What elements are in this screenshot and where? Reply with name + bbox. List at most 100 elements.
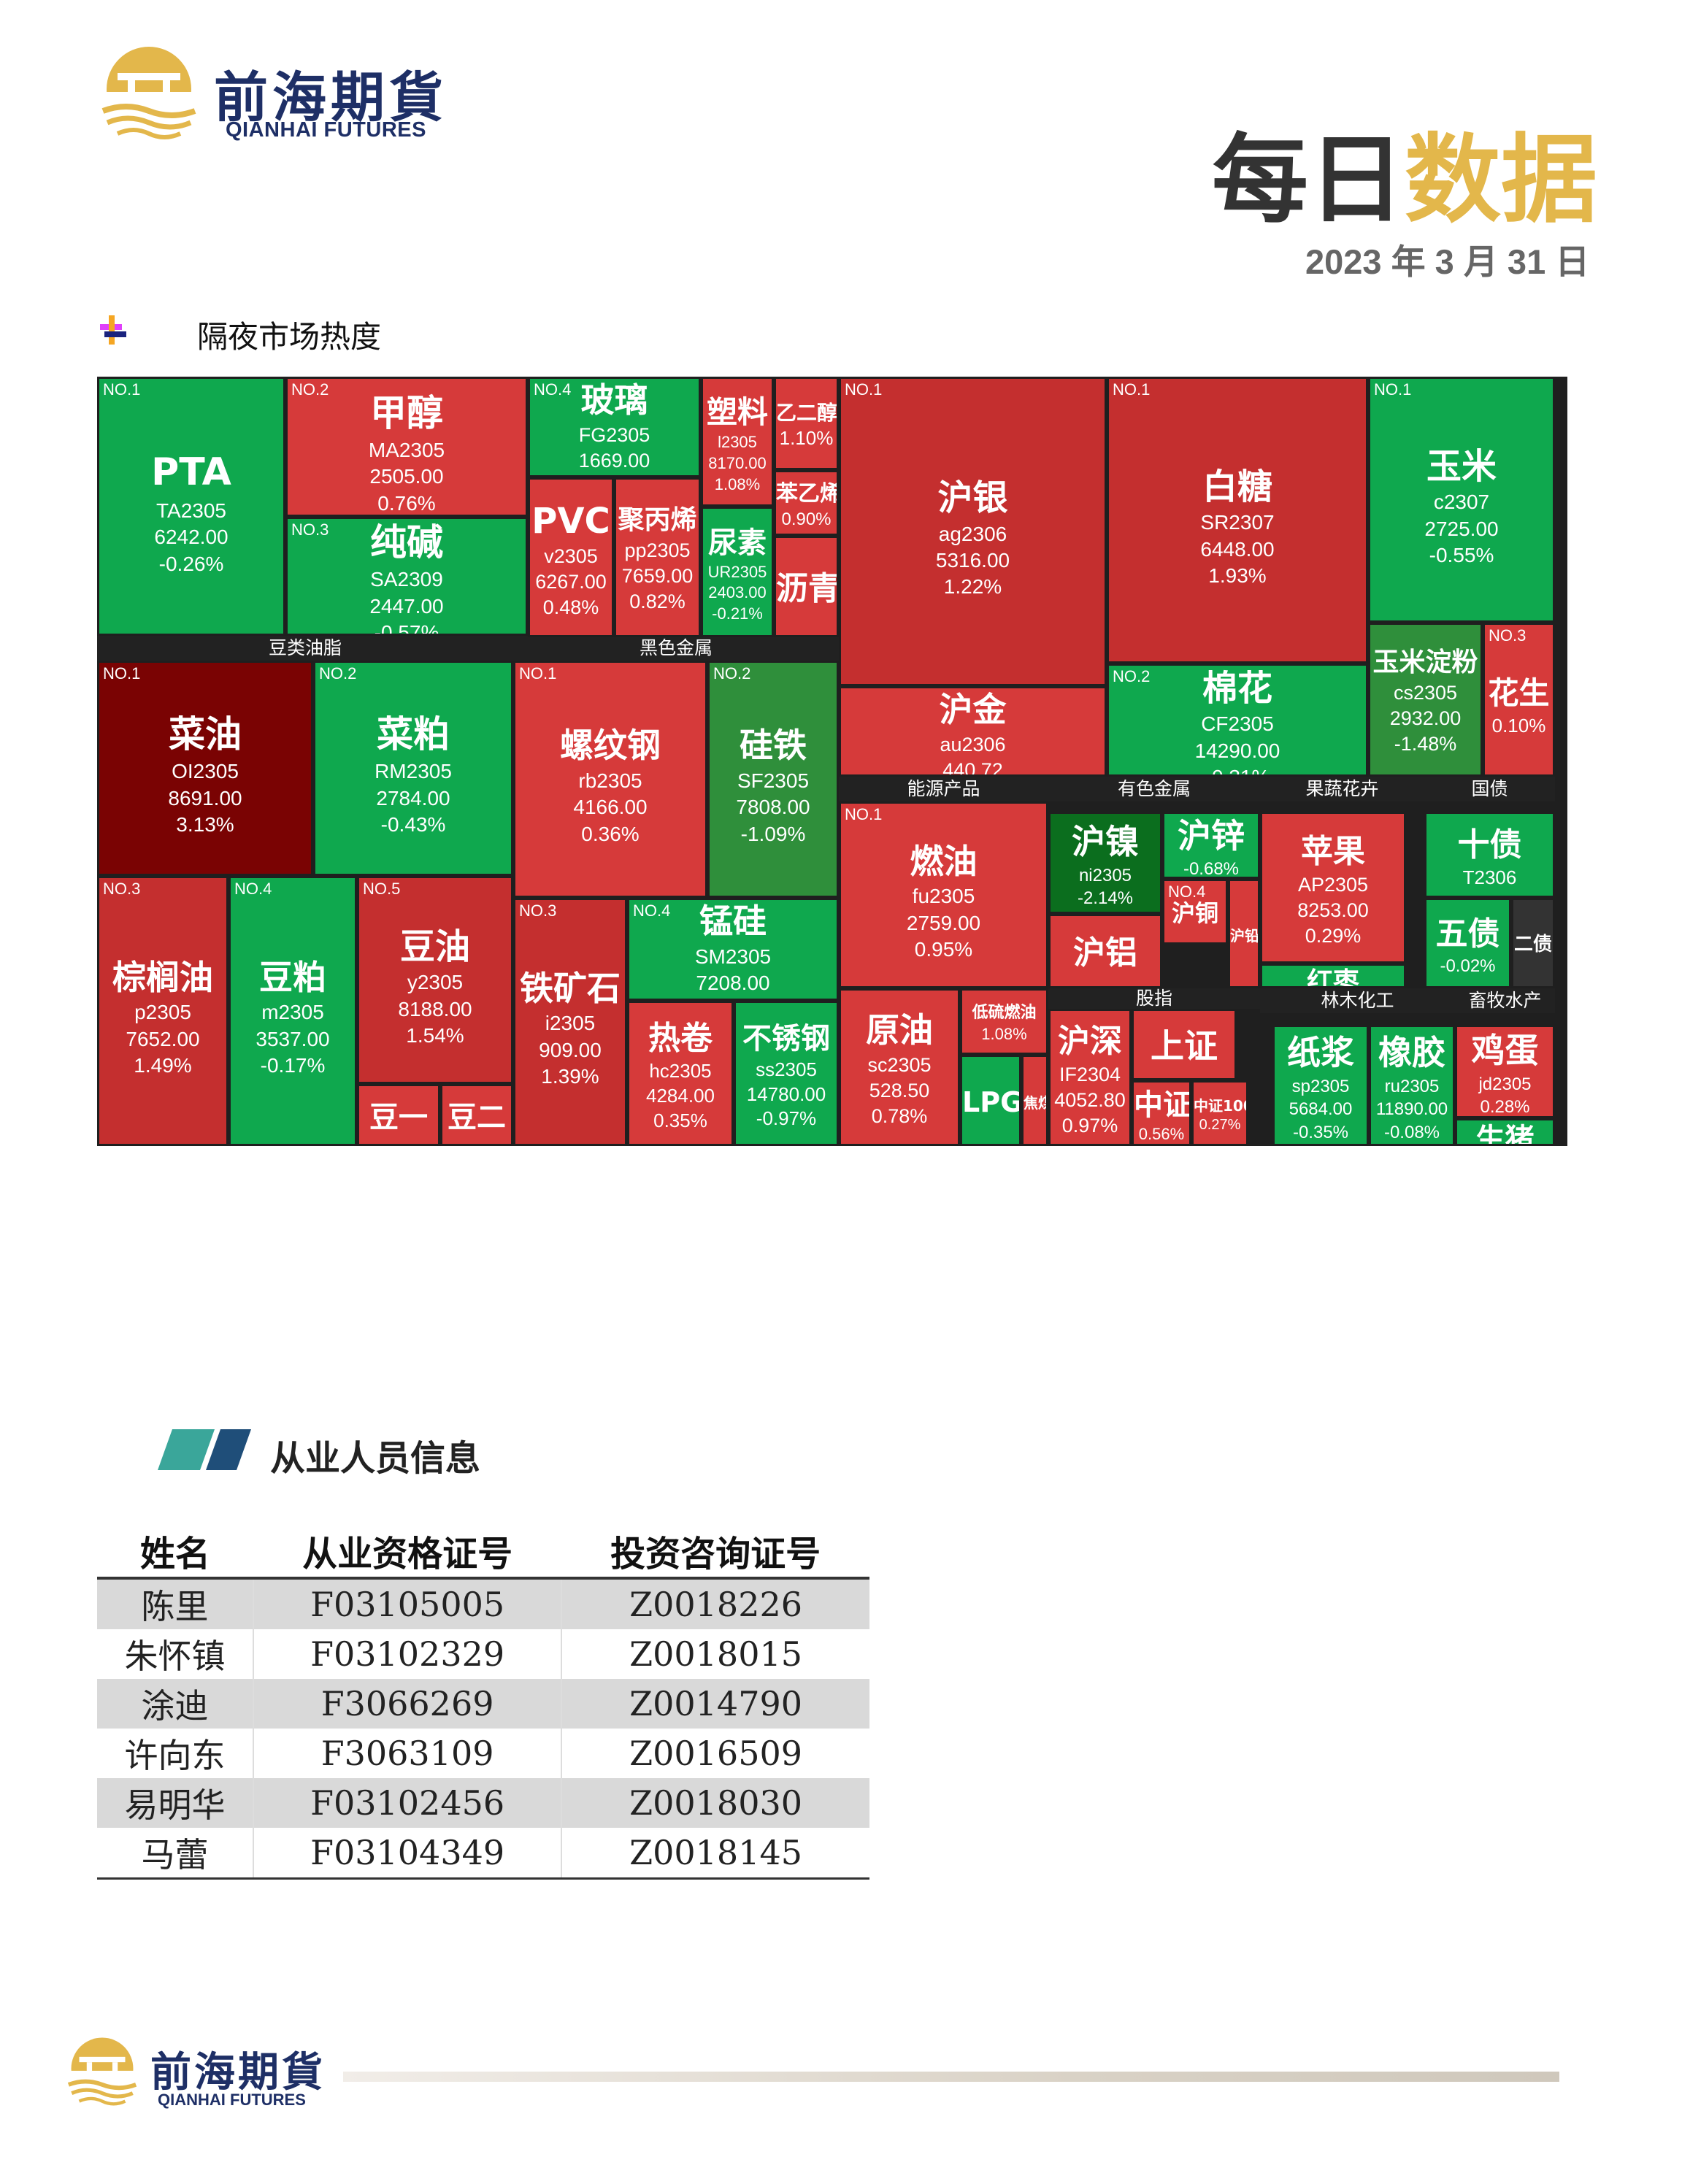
heatmap-tile-jd[interactable]: 鸡蛋 jd2305 0.28% bbox=[1455, 1025, 1555, 1118]
staff-name: 易明华 bbox=[97, 1778, 255, 1828]
col-header-qualification: 从业资格证号 bbox=[253, 1524, 562, 1580]
tile-price: 6448.00 bbox=[1200, 537, 1275, 561]
tile-name: 沪镍 bbox=[1072, 821, 1139, 861]
heatmap-tile-a[interactable]: 豆一 bbox=[357, 1084, 440, 1146]
heatmap-tile-jm[interactable]: 焦煤 bbox=[1021, 1055, 1048, 1146]
tile-pct: -0.26% bbox=[158, 552, 224, 575]
tile-pct: 1.22% bbox=[943, 575, 1002, 599]
heatmap-tile-alu[interactable]: 沪铝 bbox=[1048, 914, 1162, 988]
heatmap-tile-cj[interactable]: 红枣 bbox=[1260, 964, 1406, 988]
tile-price: 2725.00 bbox=[1424, 517, 1499, 540]
heatmap-tile-pb[interactable]: 沪铅 bbox=[1228, 879, 1260, 988]
heatmap-tile-sr[interactable]: NO.1 白糖 SR2307 6448.00 1.93% bbox=[1107, 377, 1368, 664]
heatmap-tile-cu[interactable]: NO.4 沪铜 bbox=[1162, 879, 1228, 945]
heatmap-tile-rb[interactable]: NO.1 螺纹钢 rb2305 4166.00 0.36% bbox=[513, 661, 707, 898]
tile-pct: -0.97% bbox=[756, 1107, 817, 1130]
tile-name: 生猪 bbox=[1475, 1123, 1535, 1146]
heatmap-tile-zn[interactable]: 沪锌 -0.68% bbox=[1162, 812, 1260, 879]
heatmap-tile-pp[interactable]: 聚丙烯 pp2305 7659.00 0.82% bbox=[614, 477, 701, 637]
tile-code: v2305 bbox=[544, 545, 598, 568]
table-row: 涂迪 F3066269 Z0014790 bbox=[97, 1679, 869, 1729]
heatmap-tile-tf[interactable]: 五债 -0.02% bbox=[1424, 898, 1511, 988]
heatmap-tile-ap[interactable]: 苹果 AP2305 8253.00 0.29% bbox=[1260, 812, 1406, 964]
tile-name: 橡胶 bbox=[1378, 1033, 1445, 1073]
tile-rank: NO.2 bbox=[319, 664, 357, 682]
heatmap-tile-cf[interactable]: NO.2 棉花 CF2305 14290.00 -0.31% bbox=[1107, 664, 1368, 777]
tile-name: 苯乙烯 bbox=[776, 480, 839, 507]
heatmap-tile-pk[interactable]: NO.3 花生 0.10% bbox=[1483, 623, 1555, 777]
heatmap-tile-ru[interactable]: 橡胶 ru2305 11890.00 -0.08% bbox=[1369, 1025, 1455, 1146]
heatmap-tile-ih[interactable]: 上证 bbox=[1132, 1009, 1237, 1080]
heatmap-tile-ag[interactable]: NO.1 沪银 ag2306 5316.00 1.22% bbox=[839, 377, 1107, 686]
heatmap-tile-if[interactable]: 沪深 IF2304 4052.80 0.97% bbox=[1048, 1009, 1132, 1146]
heatmap-tile-cs[interactable]: 玉米淀粉 cs2305 2932.00 -1.48% bbox=[1368, 623, 1483, 777]
report-title-part2: 数据 bbox=[1405, 124, 1597, 237]
heatmap-tile-lh[interactable]: 生猪 bbox=[1455, 1118, 1555, 1146]
heatmap-tile-ma[interactable]: NO.2 甲醇 MA2305 2505.00 0.76% bbox=[285, 377, 528, 517]
tile-name: 花生 bbox=[1488, 675, 1550, 712]
tile-code: T2306 bbox=[1462, 866, 1517, 888]
tile-code: ag2306 bbox=[938, 522, 1007, 545]
heatmap-tile-bu[interactable]: 沥青 bbox=[774, 536, 839, 637]
heatmap-tile-eb[interactable]: 苯乙烯 0.90% bbox=[774, 470, 839, 536]
heatmap-tile-v[interactable]: PVC v2305 6267.00 0.48% bbox=[528, 477, 614, 637]
tile-price: 14780.00 bbox=[746, 1083, 826, 1105]
tile-rank: NO.3 bbox=[103, 880, 141, 898]
heatmap-tile-sp[interactable]: 纸浆 sp2305 5684.00 -0.35% bbox=[1272, 1025, 1369, 1146]
heatmap-tile-y[interactable]: NO.5 豆油 y2305 8188.00 1.54% bbox=[357, 876, 513, 1084]
tile-name: 锰硅 bbox=[699, 901, 767, 941]
heatmap-tile-eg[interactable]: 乙二醇 1.10% bbox=[774, 377, 839, 470]
sector-header-nonferrous: 有色金属 bbox=[1048, 777, 1260, 801]
heatmap-tile-ic[interactable]: 中证 0.56% bbox=[1132, 1080, 1191, 1146]
tile-name: 不锈钢 bbox=[742, 1021, 830, 1056]
tile-pct: 0.27% bbox=[1199, 1117, 1241, 1133]
tile-name: 沪深 bbox=[1058, 1022, 1122, 1060]
heatmap-tile-fu[interactable]: NO.1 燃油 fu2305 2759.00 0.95% bbox=[839, 801, 1048, 988]
tile-price: 7659.00 bbox=[621, 565, 694, 588]
heatmap-tile-b[interactable]: 豆二 bbox=[440, 1084, 513, 1146]
tile-name: 玉米 bbox=[1426, 445, 1497, 487]
heatmap-tile-sf[interactable]: NO.2 硅铁 SF2305 7808.00 -1.09% bbox=[707, 661, 839, 898]
staff-qualification-no: F3063109 bbox=[253, 1729, 563, 1778]
heatmap-tile-c[interactable]: NO.1 玉米 c2307 2725.00 -0.55% bbox=[1368, 377, 1555, 623]
tile-rank: NO.1 bbox=[519, 664, 557, 682]
sector-header-index: 股指 bbox=[1048, 988, 1260, 1009]
heatmap-tile-im[interactable]: 中证1000 0.27% bbox=[1191, 1080, 1248, 1146]
heatmap-tile-rm[interactable]: NO.2 菜粕 RM2305 2784.00 -0.43% bbox=[313, 661, 513, 876]
tile-rank: NO.4 bbox=[534, 380, 572, 399]
tile-name: 豆油 bbox=[399, 926, 470, 967]
heatmap-tile-p[interactable]: NO.3 棕榈油 p2305 7652.00 1.49% bbox=[97, 876, 229, 1146]
tile-price: 2759.00 bbox=[906, 911, 981, 934]
heatmap-tile-oi[interactable]: NO.1 菜油 OI2305 8691.00 3.13% bbox=[97, 661, 313, 876]
tile-name: 二债 bbox=[1513, 934, 1552, 956]
sector-header-livestock: 畜牧水产 bbox=[1455, 988, 1555, 1013]
tile-pct: -1.09% bbox=[740, 822, 806, 845]
heatmap-tile-ss[interactable]: 不锈钢 ss2305 14780.00 -0.97% bbox=[734, 1001, 839, 1146]
heatmap-tile-l[interactable]: 塑料 l2305 8170.00 1.08% bbox=[701, 377, 774, 507]
staff-qualification-no: F3066269 bbox=[253, 1679, 563, 1729]
heatmap-tile-pta[interactable]: NO.1 PTA TA2305 6242.00 -0.26% bbox=[97, 377, 285, 636]
heatmap-tile-ur[interactable]: 尿素 UR2305 2403.00 -0.21% bbox=[701, 507, 774, 637]
report-title: 每日数据 bbox=[1212, 102, 1621, 237]
tile-price: 909.00 bbox=[539, 1038, 602, 1061]
heatmap-tile-sa[interactable]: NO.3 纯碱 SA2309 2447.00 -0.57% bbox=[285, 517, 528, 636]
tile-code: OI2305 bbox=[172, 760, 239, 783]
tile-name: 棕榈油 bbox=[112, 957, 213, 997]
heatmap-tile-t[interactable]: 十债 T2306 bbox=[1424, 812, 1555, 898]
tile-pct: 0.10% bbox=[1491, 714, 1546, 737]
tile-price: 528.50 bbox=[869, 1080, 930, 1102]
heatmap-tile-ni[interactable]: 沪镍 ni2305 -2.14% bbox=[1048, 812, 1162, 914]
tile-pct: 1.08% bbox=[714, 474, 761, 493]
heatmap-tile-sc[interactable]: 原油 sc2305 528.50 0.78% bbox=[839, 988, 960, 1146]
heatmap-tile-i[interactable]: NO.3 铁矿石 i2305 909.00 1.39% bbox=[513, 898, 627, 1146]
heatmap-tile-ts[interactable]: 二债 bbox=[1511, 898, 1555, 988]
tile-rank: NO.1 bbox=[845, 380, 883, 399]
heatmap-tile-lu[interactable]: 低硫燃油 1.08% bbox=[960, 988, 1048, 1055]
heatmap-tile-pg[interactable]: LPG bbox=[960, 1055, 1021, 1146]
tile-name: 尿素 bbox=[708, 526, 767, 560]
heatmap-tile-sm[interactable]: NO.4 锰硅 SM2305 7208.00 -0.55% bbox=[627, 898, 839, 1001]
heatmap-tile-m[interactable]: NO.4 豆粕 m2305 3537.00 -0.17% bbox=[229, 876, 357, 1146]
heatmap-tile-hc[interactable]: 热卷 hc2305 4284.00 0.35% bbox=[627, 1001, 734, 1146]
